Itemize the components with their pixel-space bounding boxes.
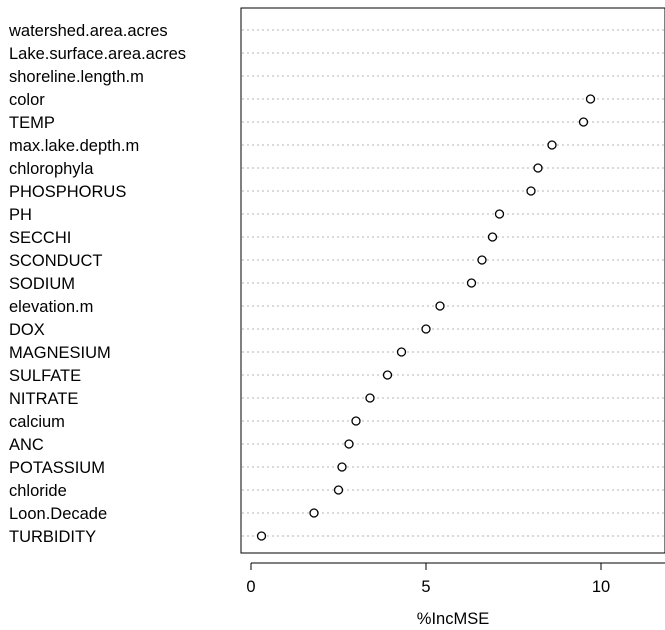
data-point — [466, 278, 477, 288]
variable-label: TEMP — [9, 114, 55, 132]
data-point — [487, 232, 498, 242]
variable-label: color — [9, 91, 45, 109]
data-point — [365, 393, 375, 403]
data-point — [351, 416, 361, 426]
variable-label: SECCHI — [9, 229, 71, 247]
x-tick-label: 5 — [421, 578, 430, 596]
data-point — [396, 347, 407, 357]
variable-label: watershed.area.acres — [8, 22, 168, 40]
variable-label: Lake.surface.area.acres — [9, 45, 186, 63]
x-axis: 05101520 — [246, 562, 665, 596]
variable-label: Loon.Decade — [9, 505, 107, 523]
variable-label: chloride — [9, 482, 67, 500]
variable-label: NITRATE — [9, 390, 78, 408]
variable-label: shoreline.length.m — [9, 68, 144, 86]
variable-label: PHOSPHORUS — [9, 183, 126, 201]
data-point — [578, 117, 589, 127]
x-tick-label: 0 — [246, 578, 255, 596]
data-point — [256, 531, 267, 541]
data-point — [435, 301, 445, 311]
variable-label: POTASSIUM — [9, 459, 105, 477]
variable-label: calcium — [9, 413, 65, 431]
x-tick-label: 10 — [592, 578, 610, 596]
data-point — [526, 186, 536, 196]
variable-label: ANC — [9, 436, 44, 454]
data-point — [477, 255, 487, 265]
variable-label: SODIUM — [9, 275, 75, 293]
variable-label: elevation.m — [9, 298, 93, 316]
data-point — [547, 140, 557, 150]
data-point — [421, 324, 431, 334]
data-point — [494, 209, 505, 219]
variable-label: SULFATE — [9, 367, 81, 385]
data-point — [585, 94, 596, 104]
variable-label: max.lake.depth.m — [9, 137, 139, 155]
variable-label: DOX — [9, 321, 45, 339]
guide-lines — [242, 29, 665, 537]
variable-label: TURBIDITY — [9, 528, 96, 546]
variable-label: SCONDUCT — [9, 252, 103, 270]
data-point — [309, 508, 319, 518]
variable-label: PH — [9, 206, 32, 224]
variable-label: MAGNESIUM — [9, 344, 111, 362]
data-point — [344, 439, 354, 449]
variable-labels: watershed.area.acres Lake.surface.area.ac… — [8, 22, 186, 546]
variable-label: chlorophyla — [9, 160, 94, 178]
data-points — [256, 94, 596, 541]
data-point — [333, 485, 344, 495]
data-point — [382, 370, 393, 380]
x-axis-title: %IncMSE — [417, 610, 489, 628]
plot-frame — [240, 7, 665, 554]
data-point — [337, 462, 347, 472]
data-point — [533, 163, 543, 173]
